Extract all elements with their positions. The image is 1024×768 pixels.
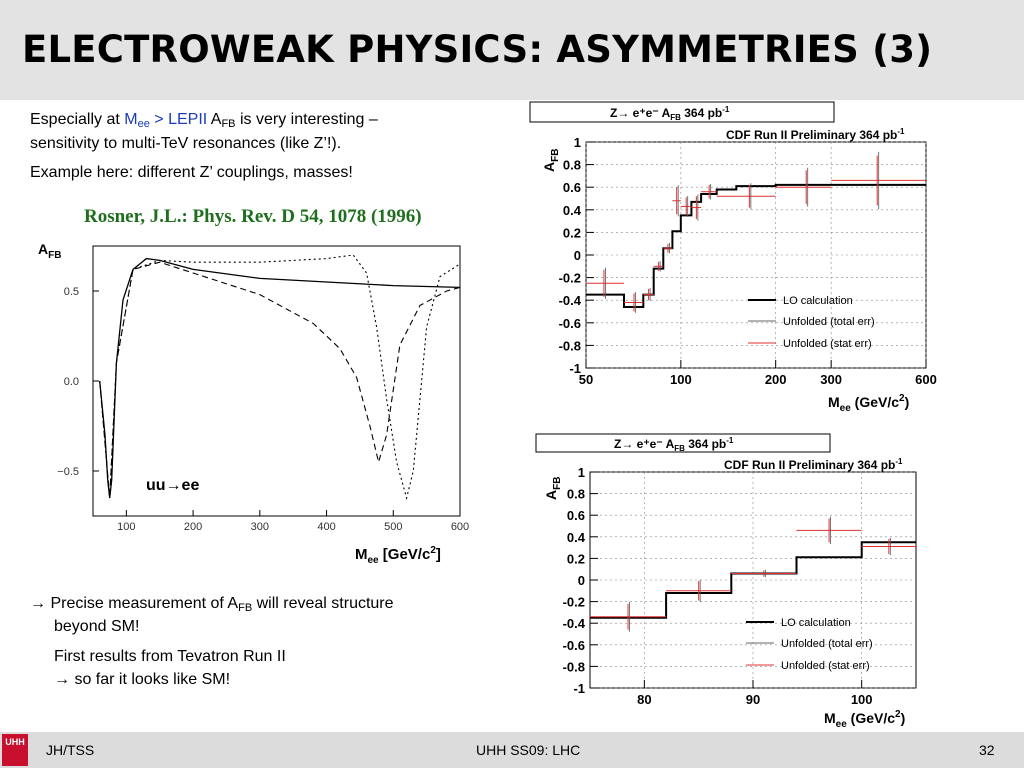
cdf-top-y-tick-label: -0.6 bbox=[559, 316, 581, 331]
cdf-bottom-legend-lo: LO calculation bbox=[781, 617, 851, 629]
cdf-top-y-tick-label: 0.6 bbox=[563, 180, 581, 195]
cdf-top-title-box bbox=[529, 101, 835, 123]
cdf-top-x-tick-label: 200 bbox=[765, 372, 787, 387]
intro-ee: ee bbox=[137, 118, 150, 130]
theory-x-tick-label: 100 bbox=[117, 521, 135, 533]
conclusion-fb: FB bbox=[238, 602, 253, 614]
cdf-bottom-legend-stat: Unfolded (stat err) bbox=[781, 660, 870, 672]
title-bar bbox=[0, 0, 1024, 100]
cdf-top-legend-stat: Unfolded (stat err) bbox=[783, 338, 872, 350]
theory-curves bbox=[99, 254, 461, 501]
theory-xlabel: Mee [GeV/c2] bbox=[355, 545, 441, 566]
intro-post: is very interesting – bbox=[235, 111, 378, 128]
theory-x-tick-label: 500 bbox=[384, 521, 402, 533]
theory-y-tick-label: −0.5 bbox=[57, 466, 79, 478]
cdf-top-y-tick-label: -0.8 bbox=[559, 338, 581, 353]
cdf-top-y-tick-label: 1 bbox=[574, 135, 581, 150]
theory-x-tick-label: 200 bbox=[184, 521, 202, 533]
cdf-plot-bottom: Z→ e⁺e⁻ AFB 364 pb-1 CDF Run II Prelimin… bbox=[535, 433, 917, 730]
cdf-top-x-tick-label: 50 bbox=[579, 372, 593, 387]
intro-mee: Mee > LEPII bbox=[124, 111, 211, 130]
cdf-top-legend-lo: LO calculation bbox=[783, 295, 853, 307]
cdf-top-x-tick-label: 100 bbox=[670, 372, 692, 387]
cdf-top-prelim: CDF Run II Preliminary 364 pb-1 bbox=[726, 127, 905, 142]
cdf-top-plot-area: 1 0.8 0.6 0.4 0.2 0 -0.2 -0.4 -0.6 -0.8 -150 100 200… bbox=[559, 135, 937, 387]
cdf-bottom-x-tick-label: 100 bbox=[851, 692, 873, 707]
cdf-top-legend: LO calculation Unfolded (total err) Unfo… bbox=[748, 295, 875, 350]
cdf-bottom-prelim: CDF Run II Preliminary 364 pb-1 bbox=[724, 457, 903, 472]
uhh-logo-text: UHH bbox=[5, 737, 25, 747]
cdf-bottom-plot-area: 1 0.8 0.6 0.4 0.2 0 -0.2 -0.4 -0.6 -0.8 -1 80 90 100 bbox=[563, 465, 917, 707]
cdf-bottom-legend: LO calculation Unfolded (total err) Unfo… bbox=[746, 617, 873, 672]
theory-curve-3 bbox=[99, 254, 461, 501]
cdf-top-y-tick-label: 0 bbox=[574, 248, 581, 263]
conclusion-line-3: First results from Tevatron Run II bbox=[54, 648, 286, 665]
theory-ylabel: AFB bbox=[38, 241, 61, 261]
cdf-top-y-tick-label: 0.2 bbox=[563, 225, 581, 240]
theory-x-tick-label: 600 bbox=[451, 521, 469, 533]
theory-curve-1 bbox=[99, 257, 461, 499]
cdf-bottom-y-tick-label: -0.6 bbox=[563, 638, 585, 653]
intro-m: M bbox=[124, 111, 138, 128]
cdf-bottom-y-tick-label: -0.8 bbox=[563, 659, 585, 674]
cdf-top-x-tick-label: 300 bbox=[820, 372, 842, 387]
intro-line-3: Example here: different Z’ couplings, ma… bbox=[30, 164, 353, 181]
footer-course: UHH SS09: LHC bbox=[476, 742, 581, 758]
cdf-plot-top: Z→ e⁺e⁻ AFB 364 pb-1 CDF Run II Prelimin… bbox=[529, 101, 937, 414]
conclusion-pre: Precise measurement of A bbox=[46, 595, 239, 612]
cdf-top-ylabel: AFB bbox=[541, 149, 561, 172]
footer-page-number: 32 bbox=[979, 742, 995, 758]
cdf-bottom-y-tick-label: 0.2 bbox=[567, 551, 585, 566]
cdf-top-title: Z→ e⁺e⁻ AFB 364 pb-1 bbox=[610, 105, 730, 122]
cdf-bottom-legend-total: Unfolded (total err) bbox=[781, 638, 873, 650]
conclusion-arrow: → bbox=[30, 595, 46, 612]
intro-fb: FB bbox=[221, 118, 236, 130]
cdf-bottom-x-tick-label: 90 bbox=[746, 692, 760, 707]
conclusion-line-2: beyond SM! bbox=[54, 618, 140, 635]
cdf-top-y-tick-label: -1 bbox=[569, 361, 581, 376]
uhh-logo: UHH bbox=[2, 734, 28, 766]
theory-y-tick-label: 0.0 bbox=[64, 376, 79, 388]
intro-pre: Especially at bbox=[30, 111, 125, 128]
theory-x-tick-label: 300 bbox=[251, 521, 269, 533]
theory-x-tick-label: 400 bbox=[317, 521, 335, 533]
conclusion-line-4: → so far it looks like SM! bbox=[54, 671, 231, 688]
cdf-top-y-tick-label: 0.4 bbox=[563, 203, 582, 218]
cdf-bottom-y-tick-label: -0.4 bbox=[563, 616, 586, 631]
cdf-bottom-y-tick-label: 1 bbox=[578, 465, 585, 480]
cdf-top-legend-total: Unfolded (total err) bbox=[783, 316, 875, 328]
footer-author: JH/TSS bbox=[46, 742, 95, 758]
cdf-bottom-y-tick-label: -1 bbox=[573, 681, 585, 696]
intro-line-1: Especially at Mee > LEPII AFB is very in… bbox=[30, 108, 378, 136]
cdf-bottom-y-tick-label: 0.6 bbox=[567, 508, 585, 523]
cdf-bottom-y-tick-label: -0.2 bbox=[563, 595, 585, 610]
cdf-bottom-xlabel: Mee (GeV/c2) bbox=[824, 709, 905, 730]
intro-lepii: > LEPII bbox=[149, 111, 211, 128]
footer-bar bbox=[0, 732, 1024, 768]
cdf-bottom-title: Z→ e⁺e⁻ AFB 364 pb-1 bbox=[614, 436, 734, 453]
cdf-top-y-tick-label: -0.2 bbox=[559, 271, 581, 286]
reference-citation: Rosner, J.L.: Phys. Rev. D 54, 1078 (199… bbox=[84, 206, 422, 227]
slide-title: ELECTROWEAK PHYSICS: ASYMMETRIES (3) bbox=[22, 28, 933, 71]
cdf-top-x-tick-label: 600 bbox=[915, 372, 937, 387]
cdf-top-y-tick-label: 0.8 bbox=[563, 158, 581, 173]
cdf-bottom-title-box bbox=[535, 433, 831, 453]
conclusion-line-1: → Precise measurement of AFB will reveal… bbox=[30, 592, 394, 620]
theory-curve-2 bbox=[99, 261, 461, 499]
cdf-bottom-x-tick-label: 80 bbox=[637, 692, 651, 707]
theory-process-label: uu→ee bbox=[146, 477, 199, 494]
cdf-bottom-ylabel: AFB bbox=[543, 477, 563, 500]
intro-a: A bbox=[210, 111, 222, 128]
cdf-top-y-tick-label: -0.4 bbox=[559, 293, 582, 308]
cdf-bottom-frame bbox=[589, 471, 917, 689]
theory-y-tick-label: 0.5 bbox=[64, 286, 79, 298]
theory-plot: AFB 100 200 300 400 500 600 0.5 0.0 −0.5 uu→ee M… bbox=[38, 241, 469, 566]
cdf-bottom-y-tick-label: 0 bbox=[578, 573, 585, 588]
intro-line-2: sensitivity to multi-TeV resonances (lik… bbox=[30, 135, 342, 152]
cdf-top-xlabel: Mee (GeV/c2) bbox=[828, 393, 909, 414]
cdf-bottom-y-tick-label: 0.4 bbox=[567, 530, 586, 545]
cdf-bottom-y-tick-label: 0.8 bbox=[567, 487, 585, 502]
theory-ticks: 100 200 300 400 500 600 0.5 0.0 −0.5 bbox=[57, 286, 469, 533]
conclusion-post: will reveal structure bbox=[252, 595, 394, 612]
